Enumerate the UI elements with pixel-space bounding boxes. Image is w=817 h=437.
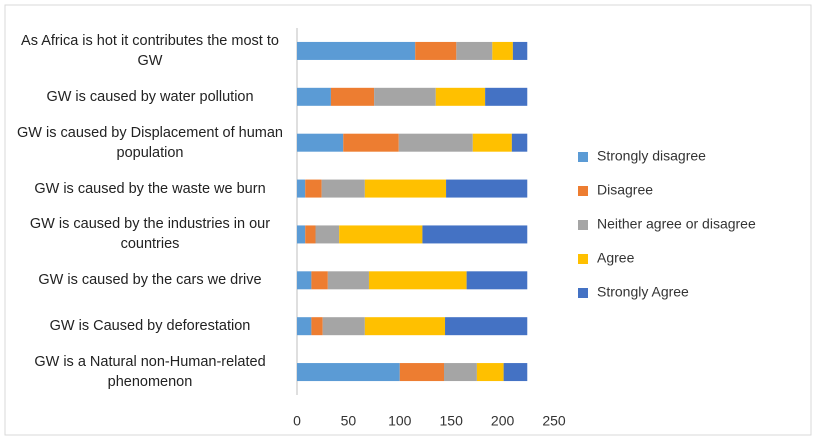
bar-segment: [456, 41, 493, 60]
bar-segment: [322, 317, 365, 336]
bar-segment: [297, 225, 306, 244]
legend-swatch: [578, 288, 588, 298]
legend-label: Strongly disagree: [597, 148, 706, 164]
bar-segment: [398, 133, 473, 152]
y-tick-label: As Africa is hot it contributes the most…: [21, 32, 279, 69]
legend-label: Strongly Agree: [597, 284, 689, 300]
x-tick-label: 200: [491, 413, 515, 429]
y-tick-label: GW is caused by Displacement of human po…: [17, 124, 283, 161]
bar-segment: [305, 225, 316, 244]
y-tick-label: GW is caused by the cars we drive: [38, 272, 262, 289]
bar-segment: [399, 363, 445, 382]
bar-segment: [503, 363, 528, 382]
bar-segment: [330, 87, 375, 106]
bar-segment: [511, 133, 528, 152]
bar-segment: [327, 271, 369, 290]
x-tick-label: 150: [440, 413, 464, 429]
bar-segment: [343, 133, 399, 152]
y-tick-label: GW is Caused by deforestation: [49, 318, 251, 335]
bar-segment: [297, 41, 416, 60]
legend-label: Agree: [597, 250, 635, 266]
legend-swatch: [578, 186, 588, 196]
y-tick-label: GW is caused by the waste we burn: [34, 180, 266, 197]
bar-segment: [297, 179, 306, 198]
bar-segment: [297, 133, 344, 152]
bar-segment: [311, 271, 328, 290]
x-tick-label: 0: [293, 413, 301, 429]
bar-segment: [311, 317, 323, 336]
x-tick-label: 250: [542, 413, 566, 429]
x-tick-label: 100: [388, 413, 412, 429]
legend-swatch: [578, 152, 588, 162]
legend-swatch: [578, 254, 588, 264]
bar-segment: [297, 271, 312, 290]
bar-segment: [305, 179, 322, 198]
bar-segment: [435, 87, 486, 106]
legend-label: Disagree: [597, 182, 653, 198]
bar-segment: [364, 179, 447, 198]
bar-segment: [485, 87, 528, 106]
bar-segment: [512, 41, 528, 60]
bar-segment: [364, 317, 446, 336]
bar-segment: [321, 179, 365, 198]
legend-label: Neither agree or disagree: [597, 216, 756, 232]
bar-segment: [368, 271, 467, 290]
y-tick-label: GW is a Natural non-Human-related phenom…: [34, 354, 266, 391]
x-tick-label: 50: [341, 413, 357, 429]
bar-segment: [472, 133, 512, 152]
y-tick-label: GW is caused by the industries in our co…: [29, 216, 271, 253]
bar-segment: [339, 225, 423, 244]
bar-segment: [445, 317, 528, 336]
bar-segment: [466, 271, 528, 290]
chart-border: [4, 4, 812, 436]
bar-segment: [422, 225, 528, 244]
bar-segment: [315, 225, 340, 244]
bar-segment: [374, 87, 436, 106]
bar-segment: [415, 41, 457, 60]
bar-segment: [297, 317, 312, 336]
y-tick-label: GW is caused by water pollution: [46, 88, 254, 105]
bar-segment: [446, 179, 528, 198]
bar-segment: [476, 363, 504, 382]
bar-segment: [297, 87, 331, 106]
bar-segment: [444, 363, 477, 382]
bar-segment: [492, 41, 513, 60]
legend-swatch: [578, 220, 588, 230]
bar-segment: [297, 363, 400, 382]
